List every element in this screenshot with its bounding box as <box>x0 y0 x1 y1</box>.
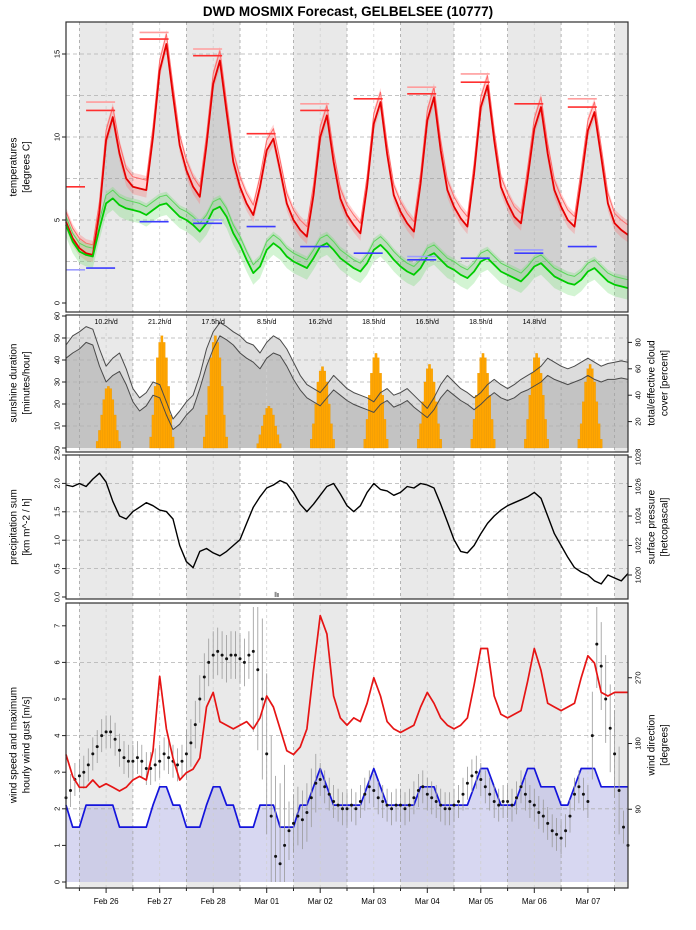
precip-pressure-panel: 0.0 0.5 1.0 1.5 2.0 2.5 1020 1022 1024 1026 1028 pr… <box>9 449 671 603</box>
svg-text:10: 10 <box>53 133 62 141</box>
svg-text:180: 180 <box>634 737 643 750</box>
svg-text:hourly wind gust [m/s]: hourly wind gust [m/s] <box>22 696 33 793</box>
temperature-panel: 0 5 10 15 temperatures [degrees C] <box>9 21 629 313</box>
svg-text:1.5: 1.5 <box>53 507 62 517</box>
svg-text:10.2h/d: 10.2h/d <box>94 319 117 326</box>
svg-text:50: 50 <box>53 334 62 342</box>
svg-text:90: 90 <box>634 805 643 813</box>
svg-text:80: 80 <box>634 338 643 346</box>
svg-text:[hetcopascal]: [hetcopascal] <box>660 497 671 556</box>
svg-text:2: 2 <box>53 807 62 811</box>
svg-text:16.2h/d: 16.2h/d <box>309 319 332 326</box>
svg-text:0.5: 0.5 <box>53 563 62 573</box>
svg-text:20: 20 <box>53 400 62 408</box>
svg-text:60: 60 <box>53 312 62 320</box>
svg-text:8.5h/d: 8.5h/d <box>257 319 277 326</box>
svg-text:1: 1 <box>53 843 62 847</box>
svg-text:sunshine duration: sunshine duration <box>9 344 20 423</box>
svg-text:2.0: 2.0 <box>53 478 62 488</box>
svg-text:1020: 1020 <box>634 567 643 584</box>
svg-text:wind speed and maximum: wind speed and maximum <box>9 687 20 804</box>
svg-text:Mar 06: Mar 06 <box>522 897 547 906</box>
svg-text:7: 7 <box>53 624 62 628</box>
chart-title: DWD MOSMIX Forecast, GELBELSEE (10777) <box>202 4 494 19</box>
svg-text:18.5h/d: 18.5h/d <box>469 319 492 326</box>
svg-text:18.5h/d: 18.5h/d <box>362 319 385 326</box>
svg-text:cover [percent]: cover [percent] <box>660 350 671 416</box>
svg-text:17.5h/d: 17.5h/d <box>202 319 225 326</box>
svg-text:Mar 03: Mar 03 <box>361 897 386 906</box>
svg-text:5: 5 <box>53 697 62 701</box>
svg-text:0.0: 0.0 <box>53 592 62 602</box>
svg-text:[degrees]: [degrees] <box>660 724 671 766</box>
svg-text:20: 20 <box>634 417 643 425</box>
svg-text:Feb 26: Feb 26 <box>94 897 119 906</box>
svg-text:5: 5 <box>53 218 62 222</box>
svg-text:40: 40 <box>634 391 643 399</box>
svg-text:1024: 1024 <box>634 508 643 525</box>
svg-text:temperatures: temperatures <box>9 138 20 197</box>
date-axis: Feb 26 Feb 27 Feb 28 Mar 01 Mar 02 Mar 03 Mar … <box>78 888 616 906</box>
svg-text:total/effective cloud: total/effective cloud <box>647 340 658 425</box>
svg-text:wind direction: wind direction <box>647 714 658 776</box>
wind-panel: 0 1 2 3 4 5 6 7 90 180 270 wind speed and maximum ho… <box>9 602 671 889</box>
svg-text:Mar 07: Mar 07 <box>575 897 600 906</box>
svg-text:40: 40 <box>53 356 62 364</box>
svg-text:6: 6 <box>53 660 62 664</box>
svg-text:Feb 28: Feb 28 <box>201 897 226 906</box>
svg-text:[minutes/hour]: [minutes/hour] <box>22 351 33 415</box>
svg-text:surface pressure: surface pressure <box>647 489 658 564</box>
svg-text:Mar 02: Mar 02 <box>308 897 333 906</box>
svg-text:16.5h/d: 16.5h/d <box>416 319 439 326</box>
svg-text:Feb 27: Feb 27 <box>147 897 172 906</box>
svg-text:1022: 1022 <box>634 537 643 554</box>
svg-text:0: 0 <box>53 446 62 450</box>
svg-text:0: 0 <box>53 880 62 884</box>
svg-text:0: 0 <box>53 301 62 305</box>
svg-text:Mar 05: Mar 05 <box>468 897 493 906</box>
svg-text:1.0: 1.0 <box>53 535 62 545</box>
svg-text:Mar 04: Mar 04 <box>415 897 440 906</box>
svg-text:15: 15 <box>53 50 62 58</box>
svg-text:4: 4 <box>53 734 62 738</box>
svg-text:270: 270 <box>634 671 643 684</box>
svg-text:3: 3 <box>53 770 62 774</box>
svg-text:1026: 1026 <box>634 478 643 495</box>
svg-text:14.8h/d: 14.8h/d <box>523 319 546 326</box>
svg-text:1028: 1028 <box>634 449 643 466</box>
svg-text:Mar 01: Mar 01 <box>254 897 279 906</box>
svg-text:[degrees C]: [degrees C] <box>22 141 33 193</box>
svg-text:10: 10 <box>53 422 62 430</box>
svg-text:60: 60 <box>634 365 643 373</box>
svg-text:precipitation sum: precipitation sum <box>9 489 20 565</box>
svg-text:30: 30 <box>53 378 62 386</box>
svg-text:21.2h/d: 21.2h/d <box>148 319 171 326</box>
svg-text:[km m^-2 / h]: [km m^-2 / h] <box>22 498 33 556</box>
svg-text:2.5: 2.5 <box>53 450 62 460</box>
sunshine-cloud-panel: 10.2h/d 21.2h/d 17.5h/d 8.5h/d 16.2h/d 18.5h/… <box>9 312 671 453</box>
